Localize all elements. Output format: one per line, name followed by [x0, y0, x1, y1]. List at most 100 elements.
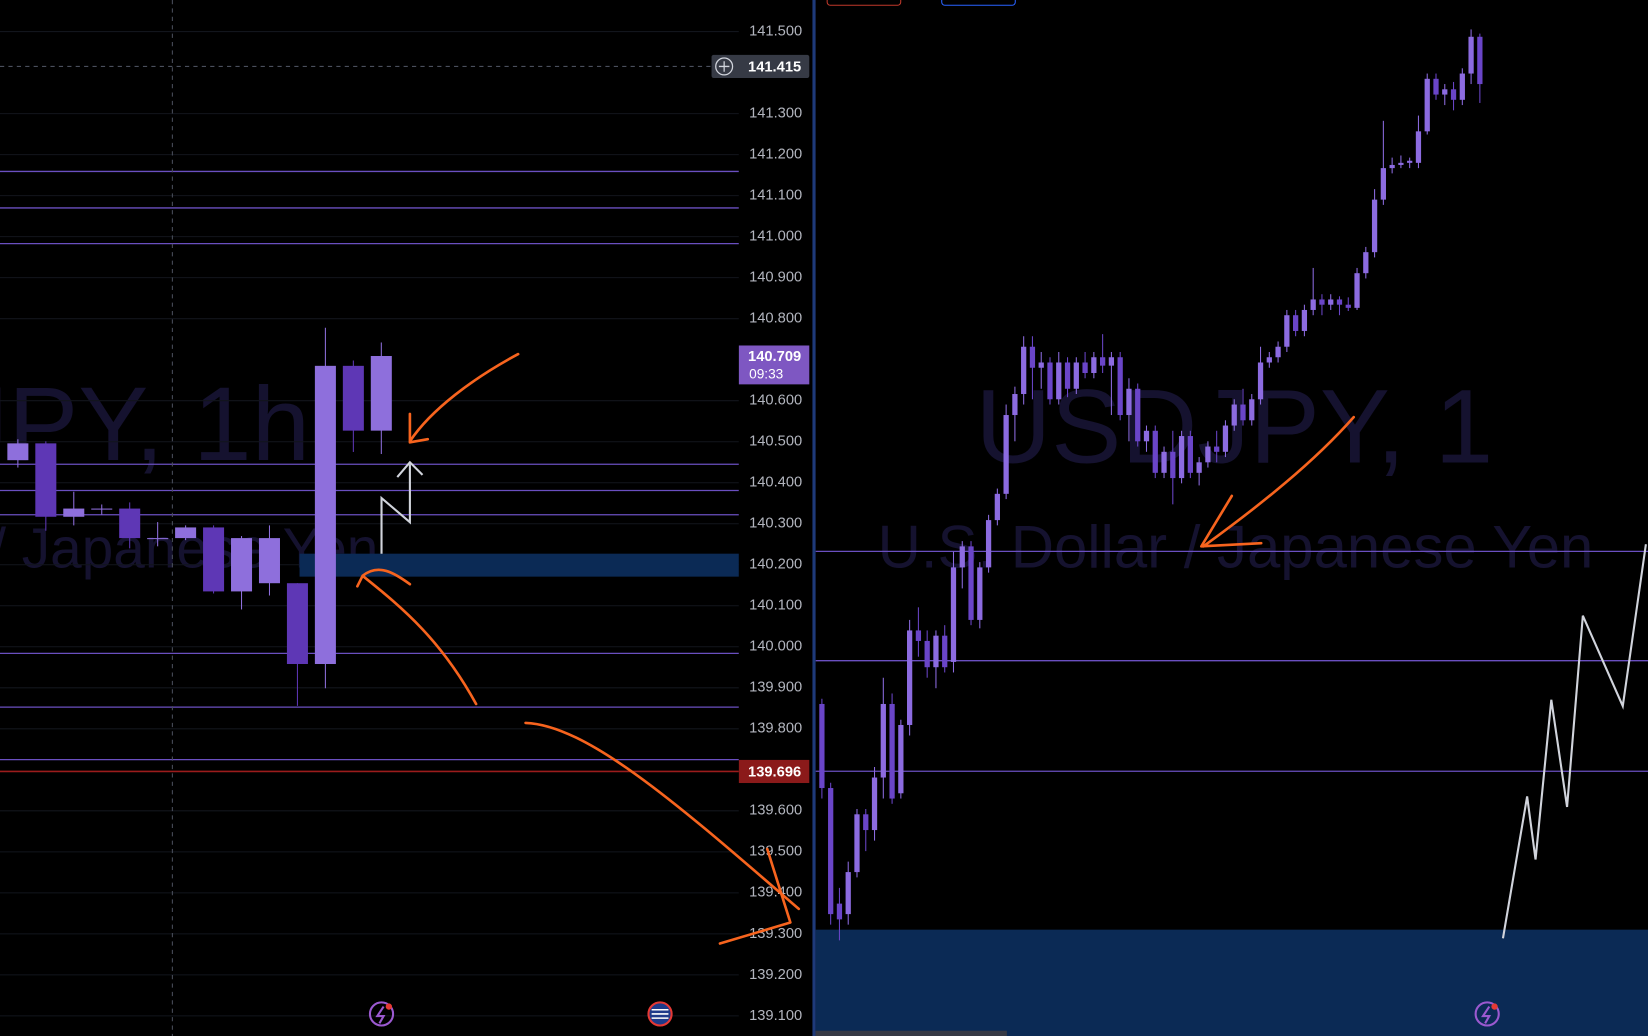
y-tick-label: 140.500 — [749, 434, 802, 450]
zone — [815, 929, 1648, 1036]
candle-body — [898, 724, 904, 794]
y-tick-label: 140.900 — [749, 270, 802, 286]
candle-body — [1424, 78, 1430, 132]
candle-body — [1301, 309, 1308, 331]
candle-body — [203, 527, 225, 592]
tab[interactable] — [826, 0, 902, 6]
candle-body — [1363, 252, 1369, 274]
candle-body — [147, 538, 169, 540]
candle-body — [1073, 362, 1079, 389]
y-tick-label: 139.600 — [749, 803, 802, 819]
y-tick-label: 141.200 — [749, 147, 802, 163]
candle-body — [1196, 462, 1202, 473]
crosshair-price-label: 141.415 — [748, 59, 801, 75]
candle-body — [1310, 299, 1316, 310]
candle-body — [1135, 388, 1141, 442]
candle-body — [985, 520, 992, 568]
candle-body — [1345, 304, 1351, 308]
candle-body — [1021, 346, 1027, 395]
candle-body — [863, 814, 869, 831]
event-dot — [1491, 1003, 1498, 1010]
candle-body — [1336, 299, 1343, 305]
candle-body — [1249, 399, 1255, 421]
y-tick-label: 141.500 — [749, 23, 802, 39]
drawn-path — [1501, 544, 1647, 939]
candle-body — [231, 538, 253, 592]
candle-body — [968, 546, 974, 620]
candle-body — [1047, 362, 1053, 400]
candle-body — [1415, 131, 1422, 163]
candle-body — [1468, 36, 1474, 74]
drawn-arrow — [524, 721, 801, 945]
price-axis: 141.500 141.300 141.200 141.100 141.000 140.9… — [711, 23, 810, 1024]
drawn-arrow — [408, 352, 520, 444]
candle-body — [1038, 362, 1044, 368]
candle-body — [7, 443, 29, 461]
candle-body — [1240, 404, 1246, 421]
event-icon[interactable] — [368, 1001, 395, 1027]
icons — [368, 1001, 1500, 1027]
candle-body — [1459, 73, 1465, 100]
y-tick-label: 139.500 — [749, 844, 802, 860]
scrollbar[interactable] — [815, 1030, 1007, 1036]
drawn-arrow — [356, 568, 478, 706]
add-alert-button[interactable] — [715, 57, 734, 76]
candle-body — [1450, 89, 1457, 100]
candle-body — [1161, 451, 1167, 473]
event-icon-bolt — [375, 1005, 386, 1024]
candle-body — [1222, 425, 1229, 452]
candle-body — [1152, 430, 1158, 473]
y-tick-label: 141.300 — [749, 105, 802, 121]
zone — [299, 553, 739, 577]
candle-body — [1477, 36, 1483, 85]
candle-body — [1257, 362, 1264, 400]
candle-body — [1389, 164, 1395, 169]
candle-body — [1293, 315, 1299, 331]
candle-body — [950, 567, 957, 662]
y-tick-label: 139.800 — [749, 721, 802, 737]
y-tick-label: 139.100 — [749, 1008, 802, 1024]
y-tick-label: 139.400 — [749, 885, 802, 901]
candle-body — [994, 493, 1000, 521]
candle-body — [1178, 436, 1185, 479]
candle-body — [924, 640, 930, 668]
tab[interactable] — [941, 0, 1016, 6]
candle-body — [836, 903, 843, 920]
y-tick-label: 140.200 — [749, 557, 802, 573]
candle-body — [959, 546, 965, 568]
candle-body — [370, 355, 392, 431]
candle-body — [1100, 357, 1106, 366]
drawn-path — [380, 460, 424, 554]
y-tick-label: 141.000 — [749, 229, 802, 245]
event-icon[interactable] — [1474, 1001, 1500, 1027]
last-price-label: 140.709 — [748, 349, 801, 365]
y-tick-label: 139.900 — [749, 680, 802, 696]
candle-body — [977, 567, 983, 620]
candle-body — [314, 365, 336, 665]
y-tick-label: 140.000 — [749, 639, 802, 655]
last-price-box — [738, 345, 810, 385]
candle-body — [1187, 436, 1193, 473]
y-tick-label: 140.100 — [749, 598, 802, 614]
candle-body — [1064, 362, 1071, 389]
right-panel: USDJPY, 1 U.S. Dollar / Japanese Yen — [815, 29, 1648, 1036]
candle-body — [1029, 346, 1036, 368]
y-tick-label: 140.300 — [749, 516, 802, 532]
candle-body — [1371, 199, 1378, 253]
candle-body — [854, 814, 860, 873]
candle-body — [1284, 315, 1290, 347]
candle-body — [286, 583, 308, 665]
candle-body — [1266, 357, 1272, 363]
candle-body — [828, 788, 834, 915]
candle-body — [1407, 160, 1413, 163]
y-tick-label: 141.100 — [749, 188, 802, 204]
candle-body — [35, 443, 57, 517]
candle-body — [1056, 362, 1062, 400]
flag-stripes — [651, 1008, 669, 1019]
candle-body — [1126, 388, 1132, 416]
crosshair-price-box — [711, 54, 810, 78]
candle-body — [1108, 357, 1115, 366]
candle-body — [942, 635, 948, 668]
candle-body — [258, 538, 280, 584]
